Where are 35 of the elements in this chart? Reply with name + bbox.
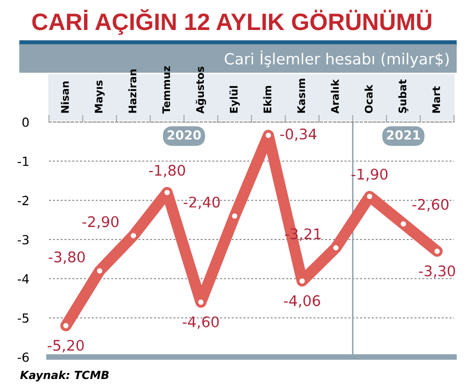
x-tick-label: Ekim (263, 86, 272, 113)
data-label: -5,20 (48, 340, 84, 352)
y-tick-label: -6 (18, 352, 29, 362)
y-tick-label: -1 (18, 156, 28, 166)
data-label: -2,60 (412, 198, 448, 212)
y-tick-label: -4 (18, 274, 29, 284)
data-label: -2,40 (184, 196, 220, 210)
data-label: -3,80 (48, 251, 85, 264)
data-label: -0,34 (280, 128, 316, 142)
data-label: -1,90 (351, 168, 388, 182)
x-tick-label: Mart (432, 86, 440, 113)
x-tick-label: Mayıs (94, 80, 105, 113)
x-tick-label: Ağustos (196, 66, 206, 114)
data-label: -4,60 (182, 316, 219, 329)
y-tick-label: -5 (18, 313, 28, 323)
data-label: -4,06 (284, 295, 320, 308)
data-label: -2,90 (82, 216, 119, 229)
data-label: -3,30 (418, 265, 456, 278)
data-label: -1,80 (148, 164, 186, 178)
x-tick-label: Temmuz (162, 66, 170, 114)
x-tick-label: Eylül (229, 86, 240, 113)
y-tick-label: -3 (18, 234, 29, 244)
x-tick-label: Kasım (297, 78, 306, 113)
y-tick-label: 0 (22, 117, 29, 127)
text: Kaynak: TCMB (20, 370, 109, 382)
x-tick-label: Aralık (330, 79, 339, 114)
y-tick-label: -2 (18, 196, 28, 206)
chart-subtitle: Cari İşlemler hesabı (milyar$) (224, 50, 449, 68)
x-tick-label: Şubat (398, 80, 408, 113)
annotation: 2021 (386, 130, 420, 140)
x-tick-label: Haziran (128, 70, 136, 113)
chart-title: CARİ AÇIĞIN 12 AYLIK GÖRÜNÜMÜ (32, 9, 432, 35)
x-tick-label: Nisan (60, 82, 69, 113)
x-tick-label: Ocak (364, 84, 373, 114)
annotation: 2020 (168, 130, 201, 140)
